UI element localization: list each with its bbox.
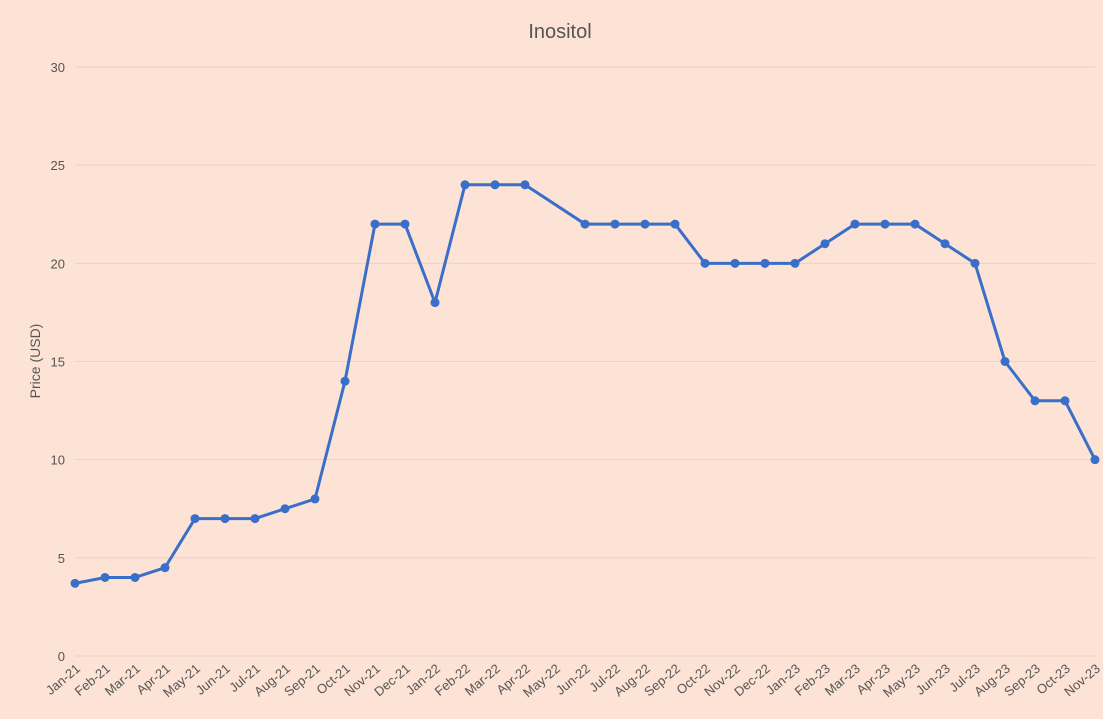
data-point-Aug-23: [1000, 357, 1010, 366]
data-point-Jan-21: [70, 578, 80, 588]
grid-lines: [75, 66, 1095, 657]
data-point-Aug-21: [280, 504, 290, 514]
data-point-Aug-22: [640, 219, 650, 229]
data-point-Mar-22: [490, 180, 500, 190]
y-tick-label: 20: [51, 256, 65, 271]
data-point-Oct-21: [340, 376, 350, 386]
x-tick-label: Jun-23: [913, 661, 953, 698]
y-axis-ticks: 0 5 10 15 20 25 30: [51, 60, 65, 664]
data-point-Sep-21: [310, 494, 320, 504]
data-point-Apr-21: [160, 563, 170, 573]
data-point-Feb-21: [100, 572, 110, 582]
data-point-Nov-23: [1090, 455, 1100, 465]
x-tick-label: Jun-21: [193, 661, 233, 698]
y-tick-label: 5: [58, 551, 65, 566]
data-point-Oct-23: [1060, 396, 1070, 406]
data-point-Jun-21: [220, 514, 230, 524]
series-line: [74, 183, 1097, 585]
data-point-Oct-22: [700, 258, 710, 268]
data-point-Feb-23: [820, 239, 830, 249]
data-points: [70, 180, 1100, 588]
data-point-Jul-23: [970, 258, 980, 268]
data-point-Apr-23: [880, 219, 890, 229]
data-point-Nov-22: [730, 258, 740, 268]
data-point-Jun-23: [940, 239, 950, 249]
data-point-Mar-23: [850, 219, 860, 229]
data-point-Dec-22: [760, 258, 770, 268]
y-tick-label: 10: [51, 453, 65, 468]
x-axis-ticks: Jan-21Feb-21Mar-21Apr-21May-21Jun-21Jul-…: [43, 661, 1103, 700]
y-tick-label: 0: [58, 649, 65, 664]
y-tick-label: 30: [51, 60, 65, 75]
data-point-May-23: [910, 219, 920, 229]
series-lines: [74, 183, 1097, 585]
data-point-Jan-22: [430, 298, 440, 308]
data-point-Jul-22: [610, 219, 620, 229]
data-point-Jul-21: [250, 514, 260, 524]
data-point-Mar-21: [130, 572, 140, 582]
data-point-Jan-23: [790, 258, 800, 268]
data-point-Sep-23: [1030, 396, 1040, 406]
y-tick-label: 15: [51, 355, 65, 370]
x-tick-label: Jun-22: [553, 661, 593, 698]
data-point-Sep-22: [670, 219, 680, 229]
data-point-Nov-21: [370, 219, 380, 229]
y-axis-label: Price (USD): [27, 324, 43, 399]
chart-title: Inositol: [528, 21, 591, 43]
data-point-Feb-22: [460, 180, 470, 190]
data-point-Jun-22: [580, 219, 590, 229]
data-point-Dec-21: [400, 219, 410, 229]
data-point-Apr-22: [520, 180, 530, 190]
data-point-May-21: [190, 514, 200, 524]
y-tick-label: 25: [51, 158, 65, 173]
